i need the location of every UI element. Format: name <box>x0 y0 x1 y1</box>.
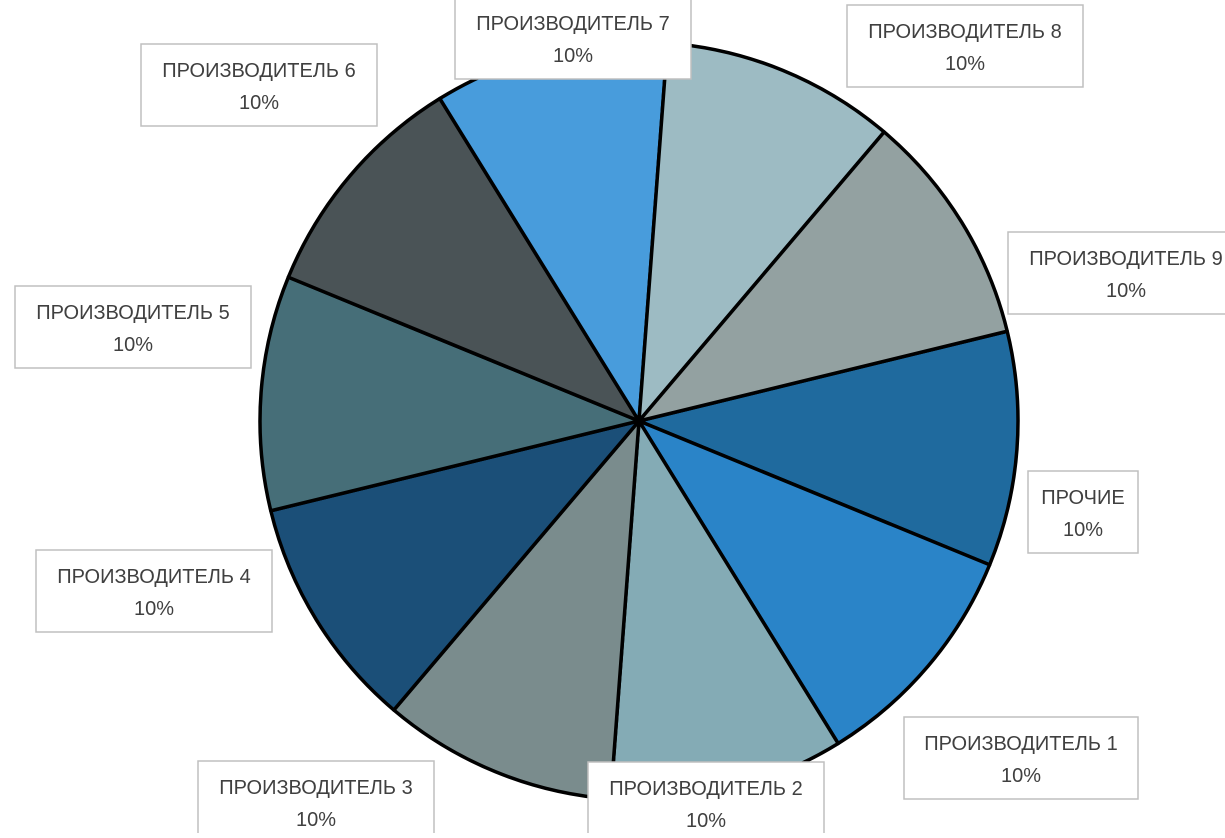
data-label-category: ПРОИЗВОДИТЕЛЬ 2 <box>609 778 803 800</box>
data-label-category: ПРОИЗВОДИТЕЛЬ 5 <box>36 302 230 324</box>
data-label-4: ПРОИЗВОДИТЕЛЬ 3 10% <box>197 760 435 838</box>
pie-slices <box>258 40 1020 802</box>
data-label-7: ПРОИЗВОДИТЕЛЬ 6 10% <box>140 43 378 127</box>
data-label-value: 10% <box>553 45 593 67</box>
data-label-category: ПРОЧИЕ <box>1041 487 1124 509</box>
data-label-box <box>14 285 252 369</box>
data-label-value: 10% <box>113 334 153 356</box>
data-label-10: ПРОИЗВОДИТЕЛЬ 9 10% <box>1007 231 1225 315</box>
data-label-category: ПРОИЗВОДИТЕЛЬ 9 <box>1029 248 1223 270</box>
pie-slice-2 <box>637 419 992 746</box>
data-label-value: 10% <box>945 53 985 75</box>
data-label-8: ПРОИЗВОДИТЕЛЬ 7 10% <box>454 0 692 80</box>
data-label-5: ПРОИЗВОДИТЕЛЬ 4 10% <box>35 549 273 633</box>
data-label-box <box>454 0 692 80</box>
data-label-value: 10% <box>296 809 336 831</box>
data-label-category: ПРОИЗВОДИТЕЛЬ 7 <box>476 13 670 35</box>
data-label-box <box>1007 231 1225 315</box>
data-label-category: ПРОИЗВОДИТЕЛЬ 6 <box>162 60 356 82</box>
data-label-value: 10% <box>239 92 279 114</box>
data-label-box <box>587 761 825 838</box>
data-label-1: ПРОЧИЕ 10% <box>1027 470 1139 554</box>
data-label-box <box>197 760 435 838</box>
pie-slice-1 <box>637 329 1020 567</box>
data-label-9: ПРОИЗВОДИТЕЛЬ 8 10% <box>846 4 1084 88</box>
pie-slice-7 <box>286 96 641 423</box>
data-label-value: 10% <box>134 598 174 620</box>
data-label-category: ПРОИЗВОДИТЕЛЬ 8 <box>868 21 1062 43</box>
data-label-2: ПРОИЗВОДИТЕЛЬ 1 10% <box>903 716 1139 800</box>
data-label-value: 10% <box>1063 519 1103 541</box>
pie-slice-10 <box>637 130 1009 423</box>
data-label-value: 10% <box>1106 280 1146 302</box>
data-label-3: ПРОИЗВОДИТЕЛЬ 2 10% <box>587 761 825 838</box>
data-label-category: ПРОИЗВОДИТЕЛЬ 3 <box>219 777 413 799</box>
data-label-value: 10% <box>1001 765 1041 787</box>
data-label-value: 10% <box>686 810 726 832</box>
data-label-box <box>903 716 1139 800</box>
chart-title <box>0 0 1225 10</box>
data-label-box <box>140 43 378 127</box>
data-label-category: ПРОИЗВОДИТЕЛЬ 4 <box>57 566 251 588</box>
data-label-box <box>1027 470 1139 554</box>
data-label-box <box>846 4 1084 88</box>
data-label-6: ПРОИЗВОДИТЕЛЬ 5 10% <box>14 285 252 369</box>
pie-slice-6 <box>258 275 641 513</box>
pie-slice-5 <box>269 419 641 712</box>
data-label-box <box>35 549 273 633</box>
data-label-category: ПРОИЗВОДИТЕЛЬ 1 <box>924 733 1118 755</box>
